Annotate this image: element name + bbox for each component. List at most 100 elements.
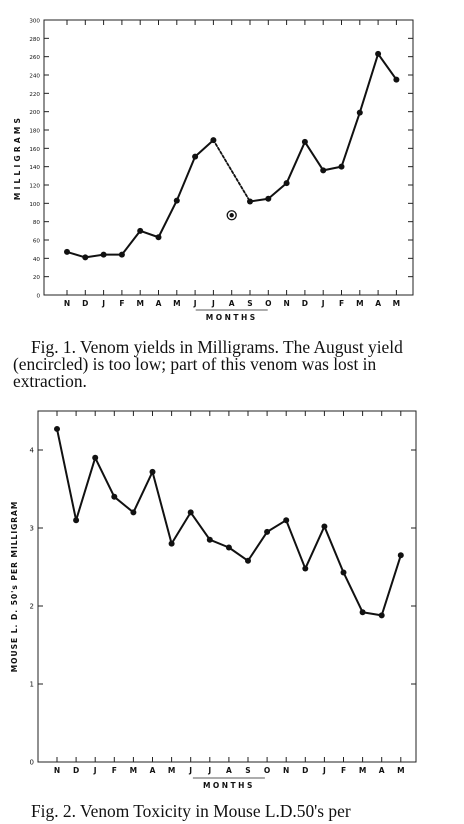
y-tick-label: 160: [29, 147, 40, 153]
data-point: [283, 180, 290, 187]
y-tick-label: 140: [29, 165, 40, 171]
series-segment: [247, 530, 269, 562]
x-tick-label: F: [119, 299, 124, 308]
venom-yield-chart: 0 20 40 60 80 100 120 140 160 180 200 220 240 260 280 3…: [13, 19, 414, 322]
x-tick-label: M: [359, 766, 366, 775]
x-tick-label: J: [188, 766, 192, 775]
series-segment: [75, 456, 97, 522]
data-point: [192, 153, 199, 160]
y-tick-label: 180: [29, 129, 40, 135]
y-tick-label: 0: [36, 294, 40, 300]
series-segment: [132, 470, 154, 514]
data-point: [321, 523, 328, 530]
data-point: [187, 509, 194, 516]
x-tick-label: M: [136, 299, 143, 308]
series-segment: [342, 571, 364, 614]
data-point: [64, 248, 70, 255]
series-segment: [377, 52, 398, 81]
data-point: [130, 509, 137, 516]
x-tick-label: D: [302, 299, 308, 308]
data-point: [265, 195, 272, 202]
x-tick-label: F: [112, 766, 117, 775]
series-segment: [208, 538, 230, 549]
data-point: [206, 536, 213, 543]
plot-frame: [37, 410, 417, 763]
y-tick-label: 1: [30, 681, 34, 689]
data-point: [118, 251, 125, 258]
x-tick-label: F: [339, 299, 344, 308]
x-tick-label: J: [193, 299, 197, 308]
series-segment: [157, 199, 178, 239]
series-segment: [94, 456, 116, 498]
y-tick-label: 60: [33, 239, 41, 245]
x-tick-label: N: [54, 766, 60, 775]
y-tick-label: 3: [30, 525, 34, 533]
plot-frame: [43, 19, 414, 296]
y-tick-label: 240: [29, 74, 40, 80]
y-tick-label: 220: [29, 92, 40, 98]
x-tick-label: N: [283, 299, 289, 308]
series-segment: [84, 253, 105, 259]
x-tick-label: D: [82, 299, 88, 308]
data-point: [397, 552, 404, 559]
data-point: [301, 138, 308, 145]
x-tick-label: M: [173, 299, 180, 308]
y-tick-label: 280: [29, 37, 40, 43]
series-segment: [227, 546, 249, 562]
series-segment: [323, 525, 345, 574]
x-tick-label: N: [64, 299, 70, 308]
data-point: [149, 468, 156, 475]
data-point: [356, 109, 363, 116]
x-tick-label: S: [245, 766, 250, 775]
data-point: [54, 425, 60, 432]
x-tick-label: D: [73, 766, 79, 775]
figure-2-caption: Fig. 2. Venom Toxicity in Mouse L.D.50's…: [31, 801, 351, 821]
data-point: [340, 569, 347, 576]
y-tick-label: 0: [30, 759, 34, 767]
data-point: [302, 565, 309, 572]
x-tick-label: M: [356, 299, 363, 308]
x-tick-label: J: [322, 766, 326, 775]
series-segment: [139, 229, 160, 239]
series-segment: [358, 52, 380, 114]
series-segment: [151, 470, 173, 545]
venom-toxicity-chart: 0 1 2 3 4 N D J F M A M J J A S O N D J F M A M MONTHS MOUSE L. D…: [10, 410, 417, 790]
data-point: [73, 517, 80, 524]
data-point: [210, 137, 217, 144]
x-tick-label: J: [321, 299, 325, 308]
series-segment: [303, 140, 325, 172]
y-tick-label: 80: [33, 220, 41, 226]
y-tick-label: 300: [29, 19, 40, 25]
data-point: [92, 454, 99, 461]
series-segment: [194, 139, 215, 158]
data-point: [378, 612, 385, 619]
data-point: [264, 528, 271, 535]
data-point: [173, 197, 180, 204]
y-tick-label: 100: [29, 202, 40, 208]
x-tick-label: M: [130, 766, 137, 775]
x-tick-label: A: [379, 766, 385, 775]
data-point: [111, 493, 118, 500]
data-point: [359, 609, 366, 616]
y-axis-title: MILLIGRAMS: [13, 115, 22, 200]
x-axis-title: MONTHS: [206, 313, 258, 322]
data-point: [225, 544, 232, 551]
data-point: [100, 251, 107, 258]
y-tick-label: 200: [29, 110, 40, 116]
data-point: [168, 540, 175, 547]
x-tick-label: S: [247, 299, 252, 308]
x-tick-label: O: [264, 766, 270, 775]
figure-1-caption: Fig. 1. Venom yields in Milligrams. The …: [13, 337, 403, 391]
series-segment: [304, 525, 326, 570]
y-tick-label: 4: [30, 447, 35, 455]
series-segment: [322, 165, 343, 172]
series-segment: [249, 197, 270, 203]
series-segment: [285, 519, 307, 570]
x-tick-label: M: [393, 299, 400, 308]
series-segment: [113, 495, 135, 514]
y-tick-label: 40: [33, 257, 41, 263]
x-tick-label: J: [93, 766, 97, 775]
x-tick-label: F: [341, 766, 346, 775]
series-segment: [361, 611, 383, 617]
data-point: [82, 254, 89, 261]
